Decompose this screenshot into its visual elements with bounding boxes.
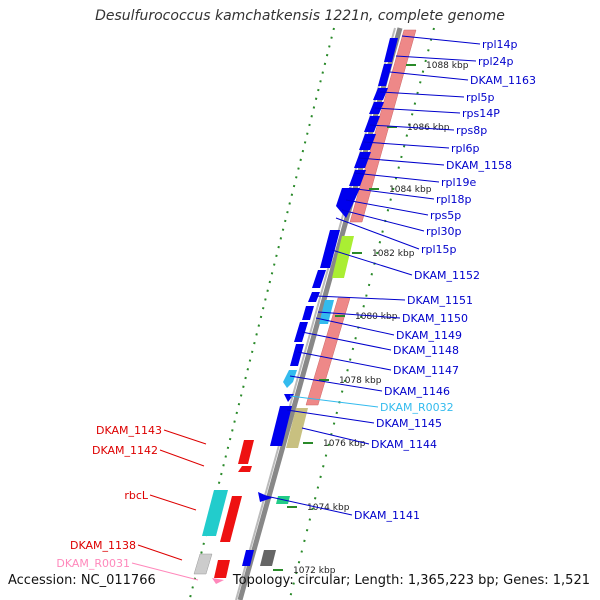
label-leader-line (159, 449, 205, 467)
cds-dkam-1150 (319, 300, 334, 324)
cds-dkam-r0031 (212, 578, 224, 584)
cds-dkam-1144 (286, 408, 308, 448)
label-leader-line (315, 295, 406, 301)
cds-dkam-1143 (238, 440, 254, 464)
label-leader-line (137, 544, 183, 561)
gene-label[interactable]: rpl15p (421, 243, 457, 256)
gene-label[interactable]: DKAM_1151 (407, 294, 473, 307)
gene-label[interactable]: DKAM_1148 (393, 344, 459, 357)
label-leader-line (286, 409, 375, 424)
label-leader-line (335, 217, 420, 250)
cds-rbcl (220, 496, 242, 542)
label-leader-line (374, 107, 461, 114)
label-leader-line (317, 311, 401, 319)
gene-label[interactable]: DKAM_1146 (384, 385, 450, 398)
label-leader-line (363, 141, 450, 149)
gene-label[interactable]: DKAM_1141 (354, 509, 420, 522)
gene-label[interactable]: rps5p (430, 209, 461, 222)
kbp-marker-label: 1088 kbp (426, 61, 469, 71)
label-leader-line (315, 317, 395, 336)
label-leader-line (379, 91, 465, 98)
kbp-marker-label: 1084 kbp (389, 185, 432, 195)
gene-label[interactable]: rpl30p (426, 225, 462, 238)
cds-dkam-1149 (302, 306, 314, 320)
label-leader-line (163, 429, 207, 445)
label-leader-line (289, 395, 379, 408)
gene-label[interactable]: rps8p (456, 124, 487, 137)
cds-dkam-1145 (270, 406, 292, 446)
cds-dkam-1147 (290, 344, 304, 366)
gene-label[interactable]: DKAM_R0031 (56, 557, 130, 570)
label-leader-line (345, 199, 429, 216)
kbp-marker-label: 1082 kbp (372, 249, 415, 259)
label-leader-line (389, 71, 469, 81)
label-leader-line (149, 494, 197, 511)
map-title: Desulfurococcus kamchatkensis 1221n, com… (95, 8, 505, 24)
cds-rbcl-cyan (202, 490, 228, 536)
label-leader-line (331, 249, 413, 276)
label-leader-line (353, 172, 440, 183)
label-leader-line (131, 562, 199, 581)
gene-label[interactable]: rpl24p (478, 55, 514, 68)
cds-dkam-1138 (214, 560, 230, 578)
label-leader-line (369, 124, 455, 131)
cds-dkam-1151-a (312, 270, 326, 288)
gene-label[interactable]: rpl6p (451, 142, 480, 155)
gene-label[interactable]: DKAM_R0032 (380, 401, 454, 414)
gene-label[interactable]: DKAM_1152 (414, 269, 480, 282)
gene-label[interactable]: DKAM_1149 (396, 329, 462, 342)
label-leader-line (301, 331, 392, 351)
gene-label[interactable]: DKAM_1145 (376, 417, 442, 430)
kbp-marker-label: 1074 kbp (307, 503, 350, 513)
kbp-marker-label: 1078 kbp (339, 376, 382, 386)
gene-label[interactable]: rpl14p (482, 38, 518, 51)
gene-label[interactable]: DKAM_1138 (70, 539, 136, 552)
feature-band-salmon-2 (305, 297, 351, 406)
cds-dkam-1138-gray (193, 553, 213, 575)
gene-label[interactable]: rpl18p (436, 193, 472, 206)
label-leader-line (358, 157, 445, 166)
cds-lower-gray (260, 550, 276, 566)
cds-dkam-1146 (283, 370, 297, 388)
gene-label[interactable]: DKAM_1142 (92, 444, 158, 457)
kbp-marker-label: 1080 kbp (355, 312, 398, 322)
kbp-marker-label: 1072 kbp (293, 566, 336, 576)
left-label-layer: DKAM_1143 DKAM_1142 rbcL DKAM_1138 DKAM_R003… (56, 424, 207, 581)
gene-label[interactable]: DKAM_1158 (446, 159, 512, 172)
cds-dkam-1141-arrow (258, 492, 272, 502)
gene-label[interactable]: DKAM_1147 (393, 364, 459, 377)
gene-label[interactable]: DKAM_1144 (371, 438, 437, 451)
genome-summary-text: Topology: circular; Length: 1,365,223 bp… (232, 573, 590, 588)
label-leader-line (297, 351, 392, 371)
label-leader-line (289, 375, 383, 392)
gene-label[interactable]: DKAM_1143 (96, 424, 162, 437)
gene-label[interactable]: DKAM_1163 (470, 74, 536, 87)
label-leader-line (401, 35, 481, 45)
accession-text: Accession: NC_011766 (8, 573, 156, 588)
cds-dkam-1151 (308, 292, 320, 302)
cds-dkam-1148 (294, 322, 308, 342)
gene-label[interactable]: rbcL (124, 489, 149, 502)
gene-label[interactable]: rpl5p (466, 91, 495, 104)
label-leader-line (348, 187, 435, 200)
cds-lower-blue (242, 550, 254, 566)
label-leader-line (265, 495, 353, 516)
cds-dkam-1142 (238, 466, 252, 472)
label-leader-line (395, 55, 477, 62)
kbp-marker-label: 1076 kbp (323, 439, 366, 449)
cds-dkam-1152-green (332, 236, 354, 278)
gene-label[interactable]: rpl19e (441, 176, 477, 189)
right-label-layer: rpl14p rpl24p DKAM_1163 rpl5p rps14P rps8p rpl… (265, 35, 536, 522)
label-leader-line (301, 427, 370, 445)
label-leader-line (341, 209, 425, 232)
gene-label[interactable]: rps14P (462, 107, 500, 120)
gene-label[interactable]: DKAM_1150 (402, 312, 468, 325)
cds-dkam-1152 (320, 230, 340, 268)
